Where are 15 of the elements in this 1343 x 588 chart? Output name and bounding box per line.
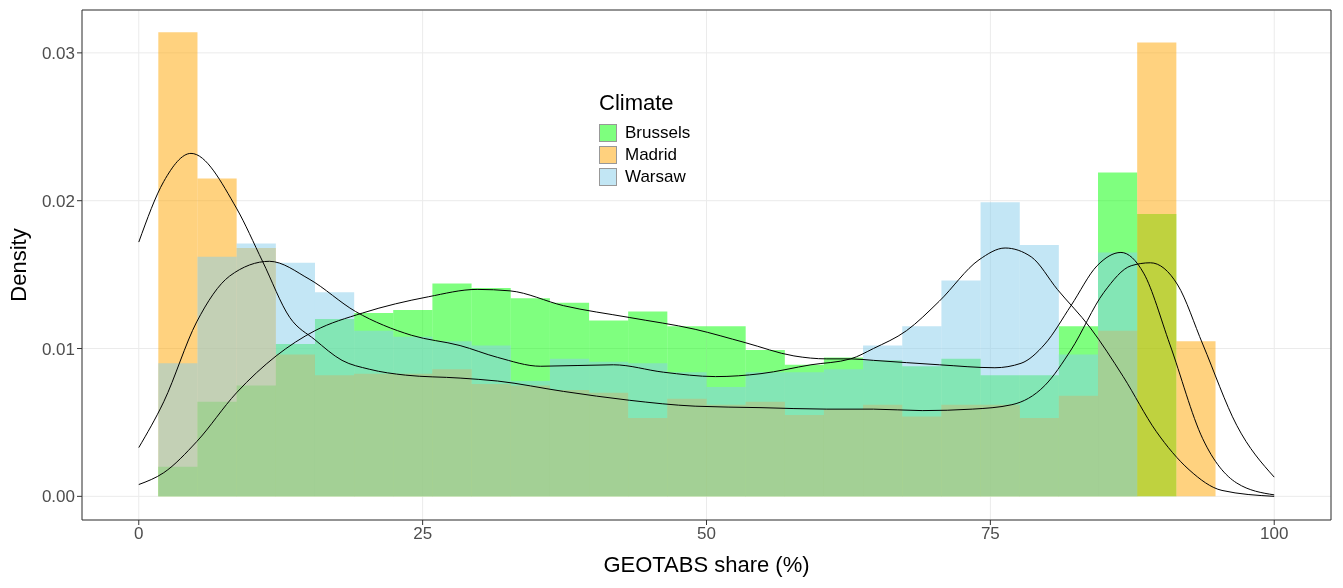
y-tick-label: 0.01 [41, 339, 75, 359]
x-tick-label: 75 [980, 524, 1000, 544]
legend-title: Climate [599, 90, 675, 116]
x-tick-label: 100 [1260, 524, 1289, 544]
x-tick-label: 25 [413, 524, 433, 544]
y-tick-label: 0.00 [41, 487, 75, 507]
y-axis-title: Density [5, 228, 31, 302]
legend-label: Madrid [625, 145, 677, 165]
x-tick-label: 50 [697, 524, 716, 544]
x-axis-title: GEOTABS share (%) [603, 552, 810, 577]
y-tick-label: 0.02 [41, 191, 75, 211]
legend-label: Warsaw [625, 167, 686, 187]
legend-label: Brussels [625, 123, 691, 143]
x-tick-label: 0 [134, 524, 144, 544]
y-tick-label: 0.03 [41, 43, 75, 63]
